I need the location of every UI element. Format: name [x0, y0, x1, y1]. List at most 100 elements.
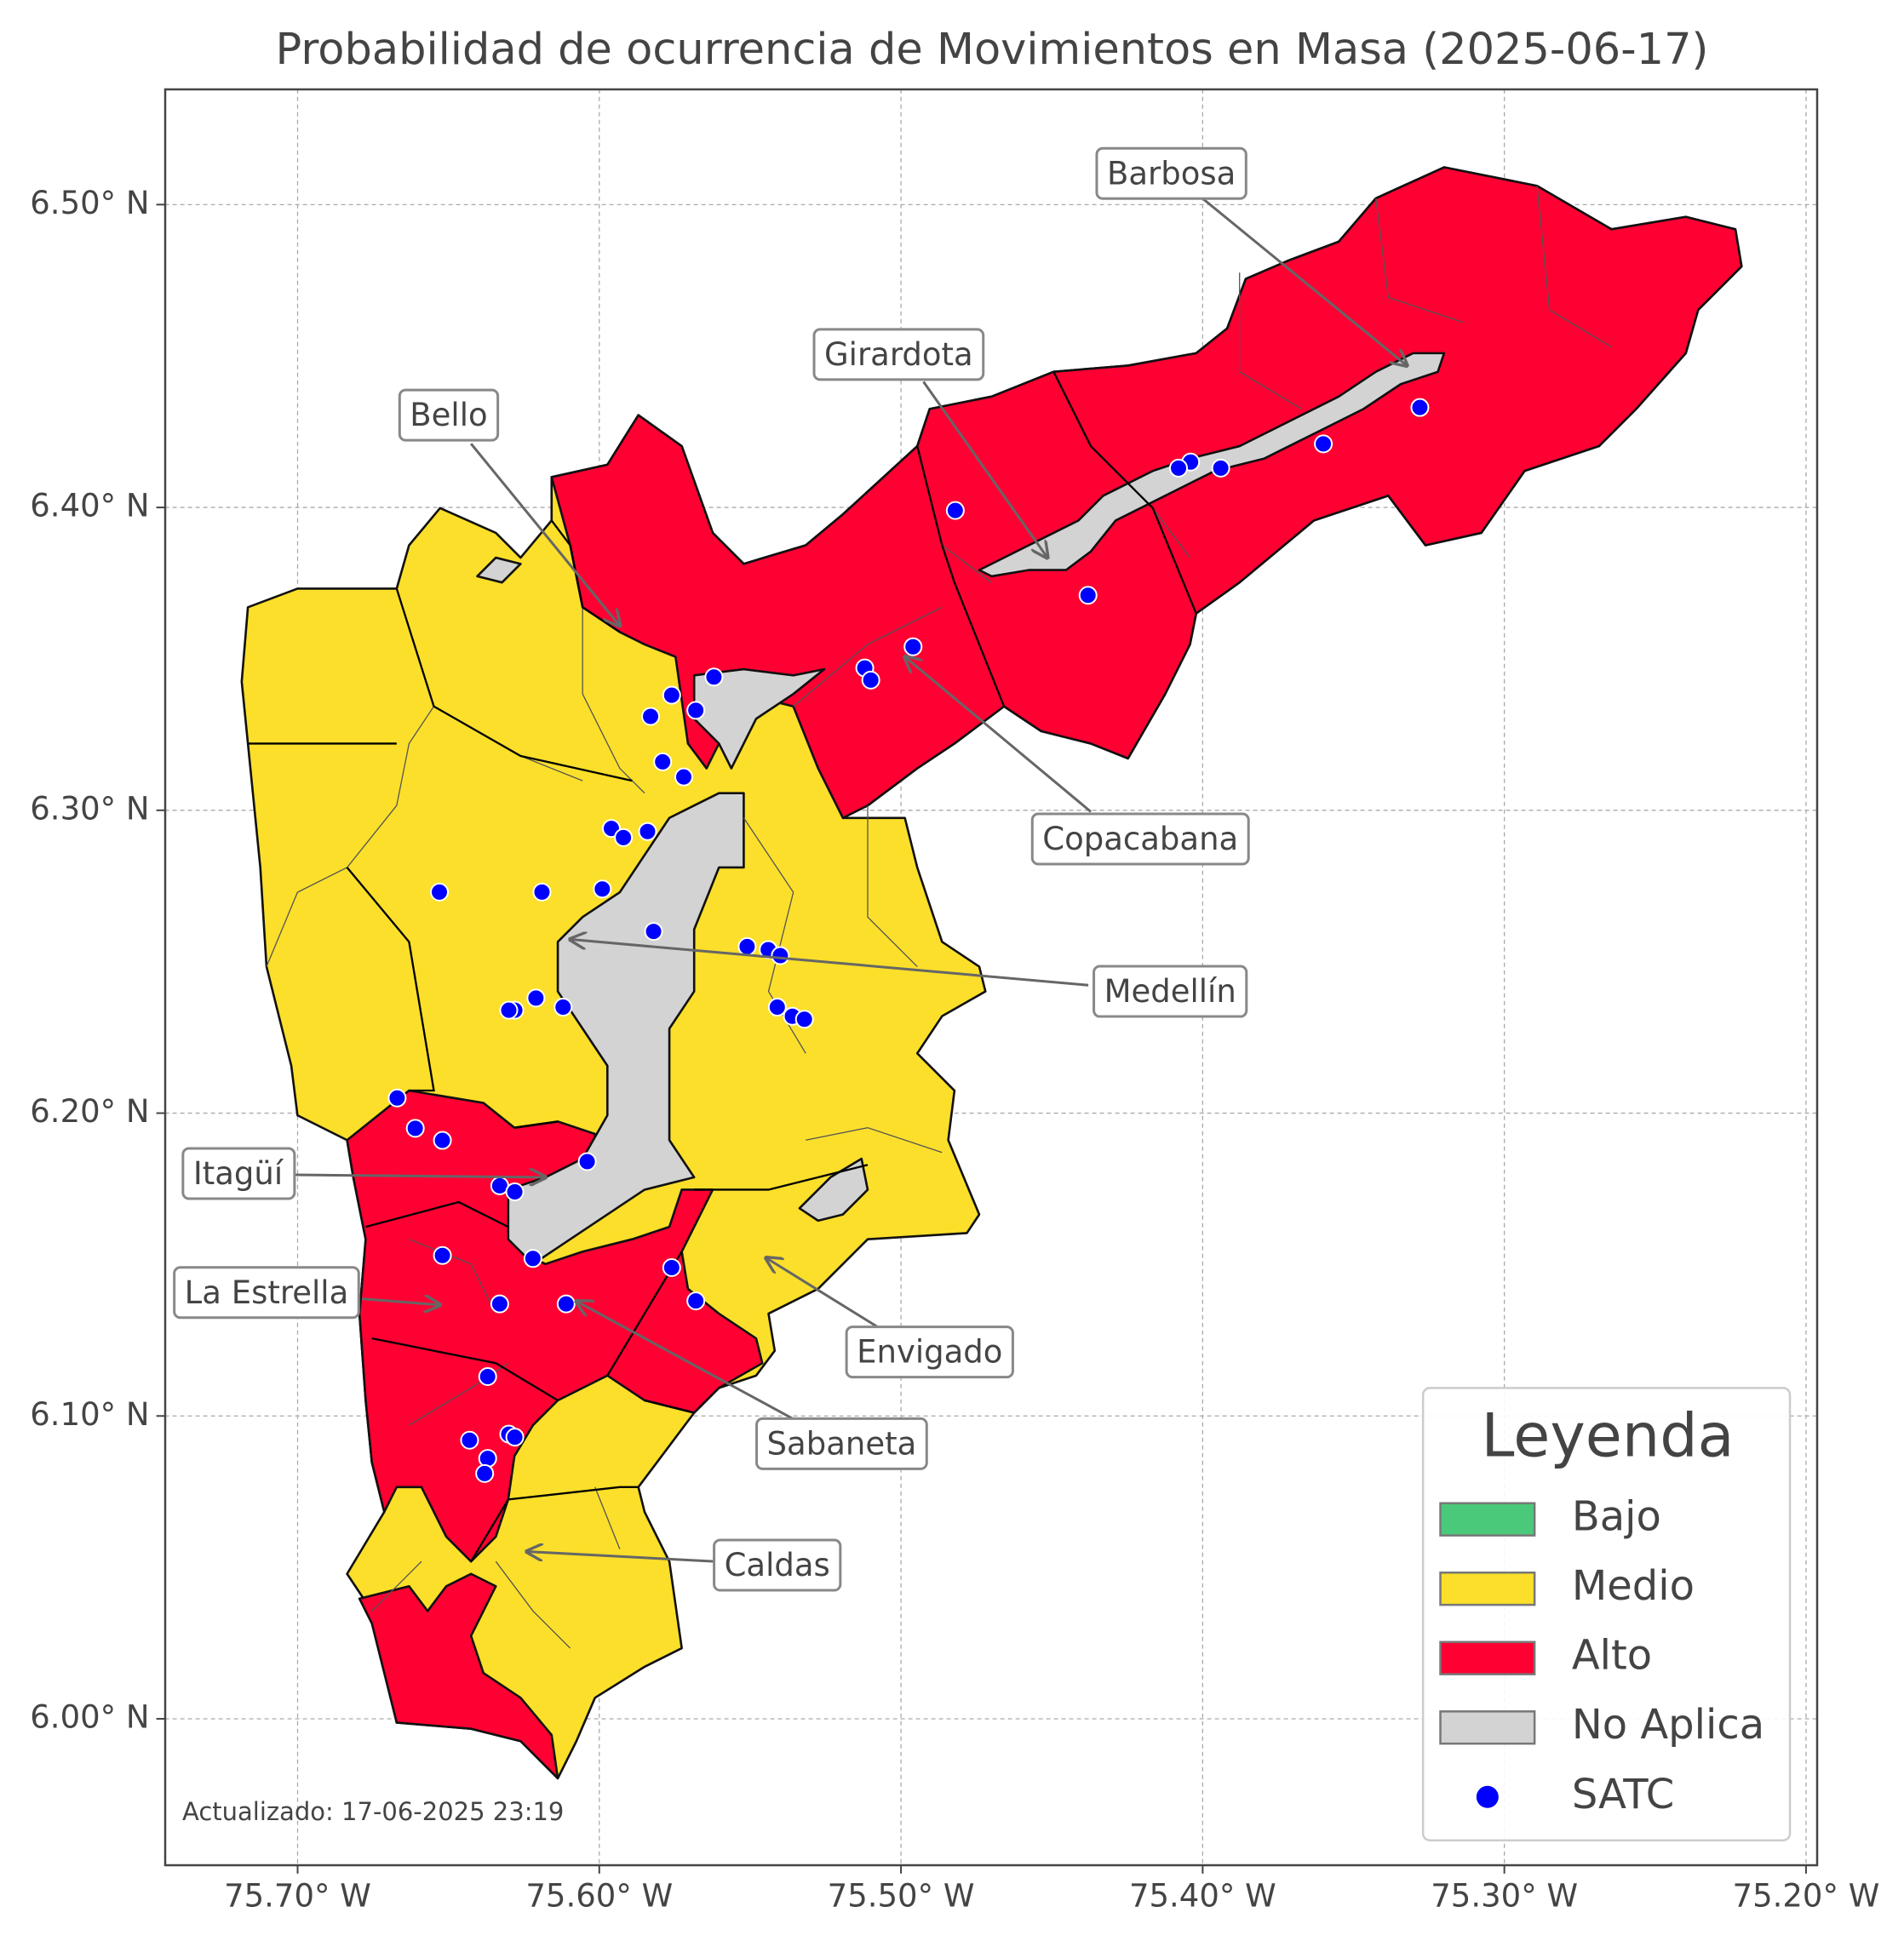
- axes-frame: [163, 88, 1819, 1867]
- annotation-arrow: [361, 1299, 440, 1305]
- annotation-arrow: [293, 1175, 546, 1177]
- legend-swatch: [1439, 1640, 1536, 1675]
- legend-marker: [1476, 1785, 1499, 1808]
- satc-point: [704, 667, 724, 687]
- satc-point: [577, 1152, 597, 1171]
- annotation-arrow: [576, 1301, 794, 1421]
- satc-point: [945, 501, 965, 520]
- annotation-arrow: [527, 1552, 714, 1563]
- satc-point: [387, 1088, 407, 1108]
- satc-point: [490, 1294, 509, 1314]
- annotation-arrow: [766, 1258, 881, 1330]
- annotation-label: Caldas: [725, 1547, 830, 1583]
- annotation-label: Sabaneta: [767, 1425, 917, 1462]
- annotation-arrow: [571, 939, 1089, 987]
- x-tick-label: 75.60° W: [525, 1877, 673, 1914]
- annotation-box: [1093, 965, 1248, 1018]
- y-tick-label: 6.50° N: [30, 185, 149, 221]
- satc-point: [556, 1294, 576, 1314]
- satc-point: [861, 670, 880, 690]
- legend-label: Alto: [1572, 1632, 1652, 1680]
- satc-point: [737, 936, 757, 956]
- satc-point: [478, 1367, 497, 1387]
- annotation-box: [1095, 146, 1247, 200]
- satc-point: [641, 707, 661, 726]
- legend-title: Leyenda: [1482, 1401, 1735, 1471]
- satc-point: [478, 1449, 497, 1469]
- satc-point: [593, 879, 612, 899]
- satc-point: [614, 827, 634, 847]
- x-tick-label: 75.50° W: [828, 1877, 975, 1914]
- y-tick-label: 6.40° N: [30, 488, 149, 524]
- map-title: Probabilidad de ocurrencia de Movimiento…: [276, 25, 1709, 75]
- satc-point: [1314, 434, 1333, 454]
- legend-label: SATC: [1572, 1771, 1675, 1818]
- y-tick-label: 6.30° N: [30, 790, 149, 827]
- satc-point: [662, 685, 681, 705]
- annotation-box: [755, 1417, 928, 1470]
- annotation-box: [845, 1325, 1014, 1379]
- satc-point: [686, 1291, 706, 1311]
- x-tick-label: 75.30° W: [1431, 1877, 1578, 1914]
- annotation-label: Envigado: [857, 1334, 1002, 1371]
- annotation-arrow: [470, 443, 620, 626]
- region-no-aplica: [476, 556, 869, 1222]
- annotation-label: Barbosa: [1107, 155, 1236, 192]
- satc-point: [460, 1430, 479, 1450]
- region-alto: [358, 1572, 559, 1780]
- satc-point: [903, 637, 923, 656]
- region-no-aplica: [507, 792, 745, 1266]
- annotation-arrow: [905, 657, 1092, 813]
- satc-point: [526, 988, 546, 1008]
- annotation-label: La Estrella: [185, 1274, 349, 1311]
- satc-point: [433, 1245, 452, 1265]
- satc-point: [553, 998, 573, 1017]
- satc-point: [662, 1257, 681, 1277]
- satc-point: [505, 1428, 525, 1447]
- annotation-arrow: [922, 381, 1047, 558]
- legend-label: Bajo: [1572, 1493, 1661, 1541]
- satc-point: [686, 701, 706, 720]
- satc-point: [794, 1010, 814, 1029]
- y-tick-label: 6.00° N: [30, 1699, 149, 1736]
- legend-label: Medio: [1572, 1562, 1695, 1610]
- annotation-box: [1030, 812, 1250, 866]
- satc-point: [767, 998, 787, 1017]
- annotation-box: [398, 388, 500, 442]
- satc-point: [674, 767, 693, 787]
- satc-point: [1410, 398, 1430, 417]
- satc-point: [523, 1249, 542, 1268]
- y-tick-label: 6.10° N: [30, 1396, 149, 1433]
- legend-swatch: [1439, 1572, 1536, 1606]
- satc-point: [499, 1000, 519, 1020]
- satc-point: [475, 1463, 495, 1483]
- x-tick-label: 75.20° W: [1733, 1877, 1880, 1914]
- satc-point: [405, 1119, 425, 1138]
- satc-point: [1211, 458, 1230, 478]
- annotation-arrow: [1201, 197, 1407, 366]
- legend-swatch: [1439, 1502, 1536, 1537]
- region-no-aplica: [692, 667, 826, 770]
- satc-point: [433, 1131, 452, 1150]
- annotation-label: Bello: [410, 397, 487, 433]
- legend-label: No Aplica: [1572, 1701, 1764, 1749]
- y-tick-label: 6.20° N: [30, 1093, 149, 1130]
- satc-point: [505, 1182, 525, 1202]
- satc-point: [532, 882, 552, 902]
- region-no-aplica: [978, 352, 1446, 578]
- annotation-label: Girardota: [824, 336, 973, 373]
- annotation-box: [812, 328, 985, 381]
- satc-point: [653, 752, 673, 771]
- annotation-box: [181, 1147, 296, 1200]
- legend-swatch: [1439, 1710, 1536, 1745]
- annotation-box: [173, 1266, 360, 1320]
- annotation-label: Copacabana: [1042, 821, 1238, 857]
- satc-point: [771, 946, 790, 965]
- satc-point: [1169, 458, 1189, 478]
- annotation-label: Itagüí: [193, 1155, 284, 1192]
- x-tick-label: 75.70° W: [224, 1877, 371, 1914]
- annotation-label: Medellín: [1104, 973, 1236, 1010]
- satc-point: [1078, 586, 1098, 605]
- map-regions: [240, 166, 1743, 1780]
